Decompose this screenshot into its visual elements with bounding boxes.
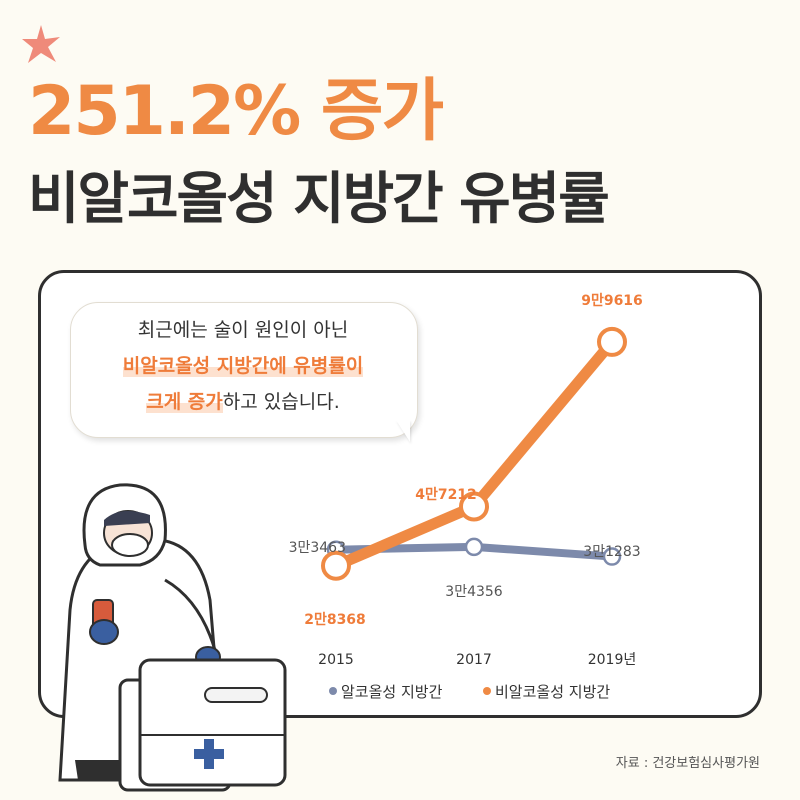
data-point-0-1 <box>464 537 484 557</box>
data-label: 3만3463 <box>289 540 346 556</box>
legend-marker-1 <box>483 687 491 695</box>
x-tick-label: 2015 <box>318 652 354 668</box>
bubble-line-3-highlight: 크게 증가 <box>146 391 223 413</box>
data-label: 2만8368 <box>304 612 366 628</box>
subhead: 비알코올성 지방간 유병률 <box>28 167 610 232</box>
x-tick-label: 2019년 <box>588 652 637 668</box>
bubble-line-3-rest: 하고 있습니다. <box>222 391 340 413</box>
data-label: 3만4356 <box>445 584 503 600</box>
data-label: 3만1283 <box>583 544 640 560</box>
data-point-1-2 <box>597 326 627 357</box>
data-point-1-1 <box>459 491 489 522</box>
speech-bubble-text: 최근에는 술이 원인이 아닌 비알코올성 지방간에 유병률이 크게 증가하고 있… <box>70 312 416 420</box>
x-tick-label: 2017 <box>456 652 492 668</box>
data-label: 9만9616 <box>581 293 643 309</box>
speech-bubble-tail <box>396 420 410 442</box>
star-icon <box>22 25 60 63</box>
legend-marker-0 <box>329 687 337 695</box>
bubble-line-2: 비알코올성 지방간에 유병률이 <box>122 355 364 377</box>
legend-label: 비알코올성 지방간 <box>495 683 610 701</box>
data-point-0-2 <box>602 547 622 566</box>
series-line-1 <box>330 336 618 572</box>
headline: 251.2% 증가 <box>28 72 444 151</box>
source-note: 자료 : 건강보험심사평가원 <box>615 756 760 771</box>
data-point-1-0 <box>321 550 351 581</box>
legend-label: 알코올성 지방간 <box>341 683 443 701</box>
data-label: 4만7212 <box>415 487 477 503</box>
bubble-line-1: 최근에는 술이 원인이 아닌 <box>137 319 349 341</box>
